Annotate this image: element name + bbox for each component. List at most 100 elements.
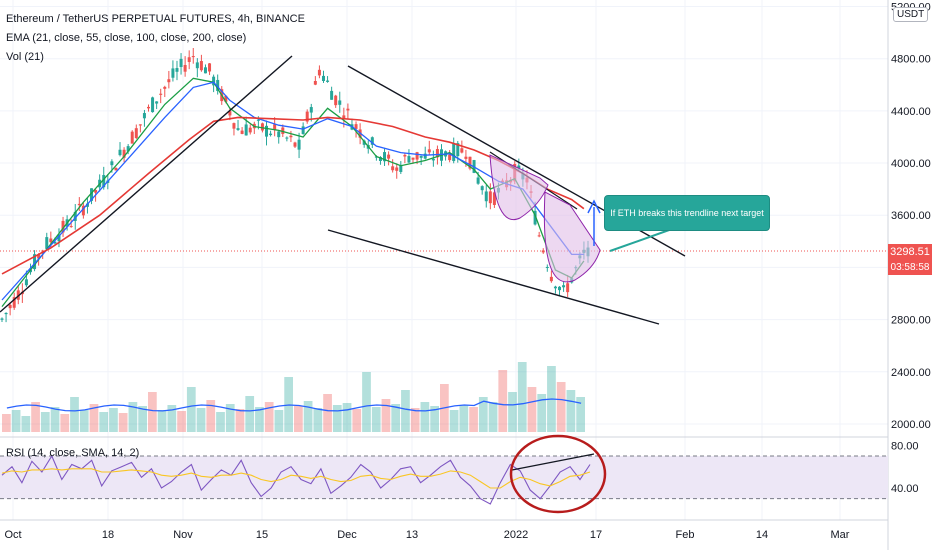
candle-body [395,167,399,171]
candle-body [151,97,155,113]
rsi-axis[interactable]: 80.00 40.00 [891,440,919,495]
candle-body [118,149,122,156]
candle-body [480,186,484,191]
candle-body [427,149,431,153]
cup-pattern-2[interactable] [543,191,601,283]
volume-bar [138,406,147,432]
candle-body [203,67,207,74]
candle-body [260,123,264,131]
candle-body [305,111,309,122]
ema-legend[interactable]: EMA (21, close, 55, close, 100, close, 2… [6,32,247,44]
candle-body [448,154,452,161]
volume-bar [70,397,79,432]
volume-bar [537,394,547,432]
volume-bar [391,404,401,432]
volume-bar [430,406,439,432]
volume-bar [235,409,245,432]
candle-body [269,133,273,136]
volume-bar [459,405,469,432]
candle-body [159,93,163,95]
price-tick-label: 2400.00 [891,367,931,379]
candle-body [273,124,277,130]
target-arrow-head [587,199,601,214]
candle-body [53,241,57,244]
candle-body [41,250,45,252]
drawings[interactable] [0,55,686,514]
candle-body [134,128,138,139]
candle-body [468,156,472,169]
candle-body [45,237,49,249]
candle-body [163,86,167,89]
volume-bar [401,390,410,432]
volume-bar [79,410,89,432]
volume-bar [2,414,11,432]
candle-body [301,126,305,134]
candle-body [407,156,411,163]
volume-bar [556,382,566,432]
cup-pattern-1[interactable] [489,154,549,221]
candle-body [326,80,330,82]
candle-body [0,318,4,320]
candle-body [12,297,16,308]
time-tick-label: 15 [256,529,268,541]
candle-body [167,79,171,83]
candle-body [476,177,480,184]
candle-body [293,142,297,147]
candle-body [8,304,12,309]
annotation-callout[interactable]: If ETH breaks this trendline next target [604,195,770,231]
candle-body [122,149,126,158]
rsi-trendline[interactable] [511,453,595,471]
candle-body [391,166,395,171]
price-tick-label: 2800.00 [891,315,931,327]
candle-body [102,175,106,188]
volume-bar [323,394,332,432]
candle-body [460,148,464,153]
chart-title: Ethereum / TetherUS PERPETUAL FUTURES, 4… [6,13,305,25]
volume-legend[interactable]: Vol (21) [6,51,44,63]
candle-body [179,58,183,68]
volume-bar [40,412,50,432]
candle-body [309,107,313,113]
price-tick-label: 2000.00 [891,419,931,431]
candle-body [423,153,427,159]
candle-body [289,135,293,138]
candle-body [370,137,374,145]
uptrend-line[interactable] [0,55,293,313]
time-tick-label: Feb [676,529,695,541]
candle-body [277,131,281,138]
rsi-legend[interactable]: RSI (14, close, SMA, 14, 2) [6,447,140,459]
candle-body [558,286,562,291]
candle-body [553,286,557,289]
volume-bar [517,362,527,432]
candle-body [126,146,130,152]
candle-body [110,161,114,166]
volume-bar [420,402,430,432]
candle-body [85,203,89,207]
candle-body [171,68,175,78]
candle-body [4,312,8,315]
candle-body [191,56,195,58]
volume-bar [31,402,40,432]
downtrend-support-line[interactable] [327,229,660,325]
time-axis[interactable]: Oct 18 Nov 15 Dec 13 2022 17 Feb 14 Mar [4,529,849,541]
candle-body [33,254,37,270]
candle-body [199,61,203,71]
volume-bar [527,387,537,432]
volume-bar [566,390,576,432]
candle-body [90,188,94,201]
volume-bar [352,409,362,432]
rsi-highlight-circle[interactable] [509,434,607,514]
candle-body [456,143,460,157]
candle-body [321,75,325,82]
volume-bar [294,406,303,432]
volume-bar [274,410,284,432]
candle-body [183,65,187,72]
volume-bar [216,412,225,432]
volume-bar [410,408,420,432]
candle-body [187,57,191,62]
currency-button[interactable]: USDT [893,7,929,22]
time-tick-label: Dec [337,529,357,541]
volume-bar [264,402,274,432]
volume-bar [245,396,255,432]
